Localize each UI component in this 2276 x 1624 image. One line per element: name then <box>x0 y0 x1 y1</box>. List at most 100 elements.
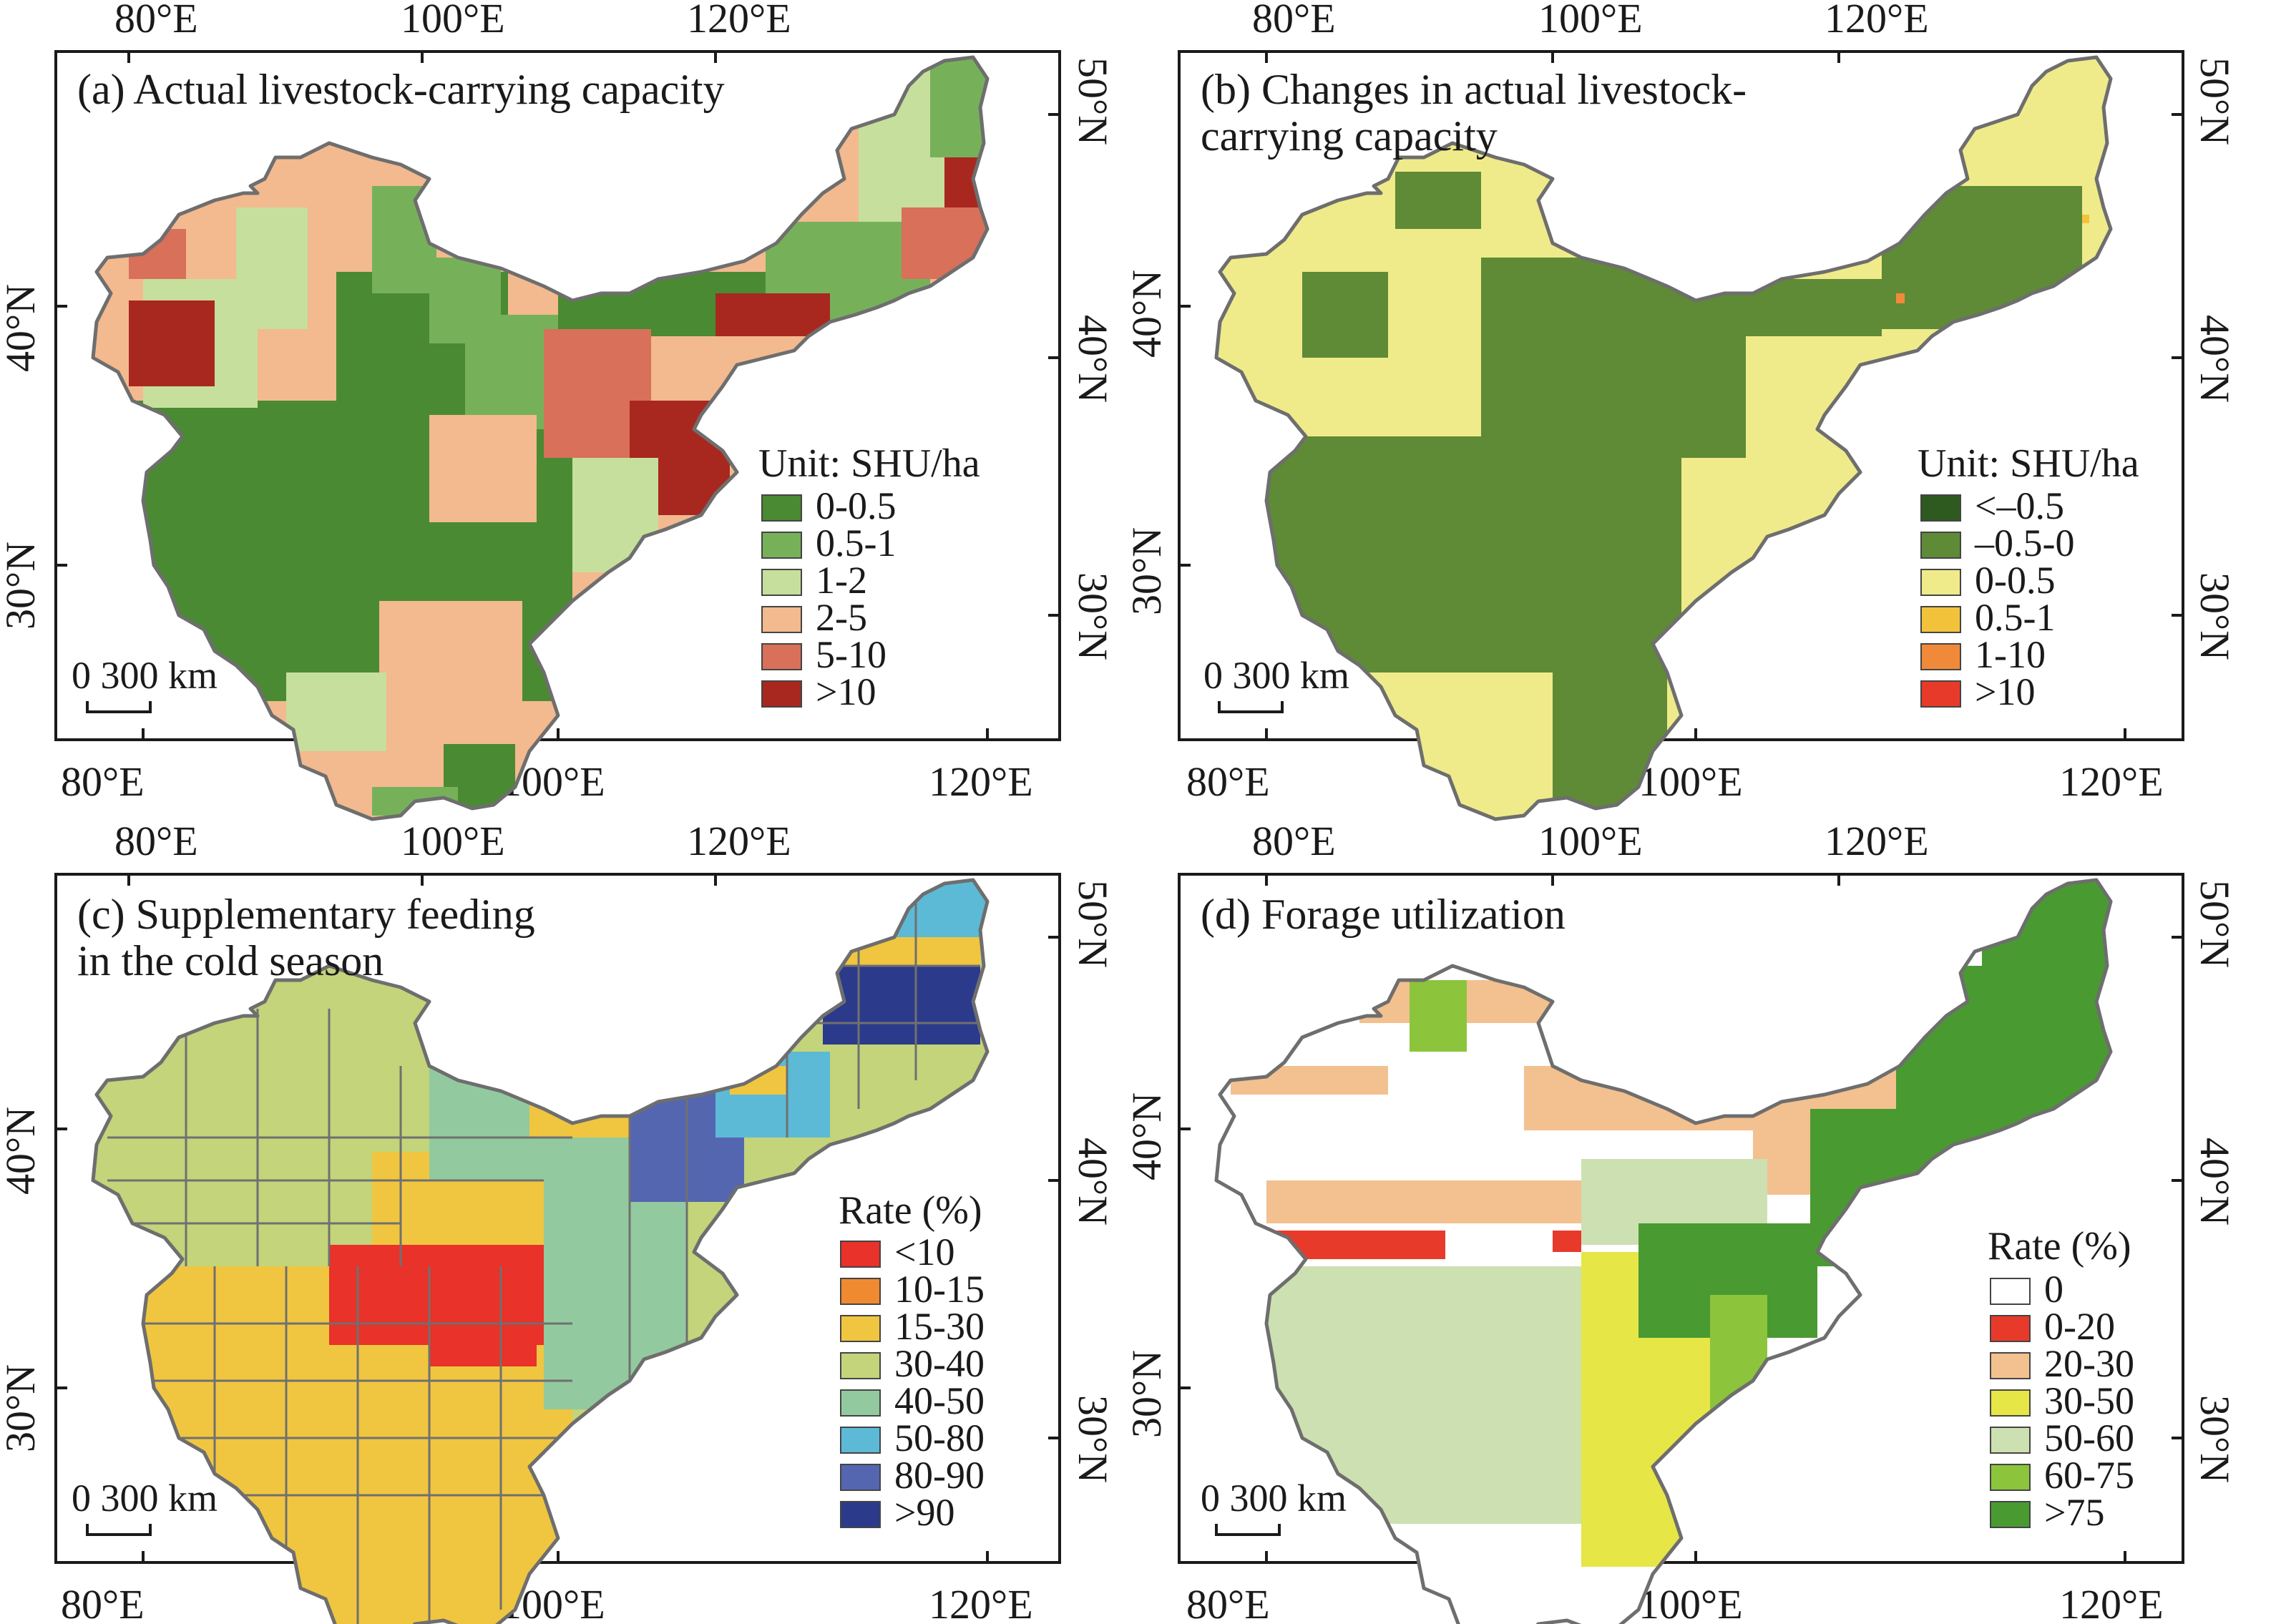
legend-swatch <box>1990 1501 2031 1528</box>
legend-swatch <box>1990 1389 2031 1417</box>
bottom-lon-label: 120°E <box>929 758 1033 805</box>
top-lon-label: 100°E <box>1538 818 1643 864</box>
bottom-lon-label: 80°E <box>1186 1581 1270 1624</box>
legend-swatch <box>1990 1278 2031 1305</box>
scale-bar <box>86 1524 152 1536</box>
bottom-lon-label: 120°E <box>2059 1581 2164 1624</box>
top-lon-label: 80°E <box>114 0 198 41</box>
left-lat-label: 30°N <box>0 542 44 630</box>
legend-swatch <box>840 1241 881 1268</box>
legend-label: 1-2 <box>816 559 867 602</box>
top-lon-label: 120°E <box>1825 818 1929 864</box>
legend-label: 0.5-1 <box>1975 596 2055 639</box>
legend-label: 80-90 <box>894 1454 985 1497</box>
legend: <10 10-15 15-30 30-40 40-50 50-80 80-90 … <box>840 1231 985 1534</box>
left-lat-label: 30°N <box>1123 527 1170 615</box>
right-lat-label: 40°N <box>1070 315 1116 403</box>
legend-label: 20-30 <box>2044 1342 2134 1385</box>
bottom-lon-label: 80°E <box>61 758 145 805</box>
bottom-lon-label: 100°E <box>1638 758 1743 805</box>
scale-bar-label: 0 300 km <box>1203 654 1349 697</box>
panel-title: in the cold season <box>77 937 384 984</box>
panel-title: (c) Supplementary feeding <box>77 891 535 938</box>
legend-swatch <box>761 643 802 670</box>
right-lat-label: 40°N <box>2192 1138 2238 1226</box>
legend: 0-0.5 0.5-1 1-2 2-5 5-10 >10 <box>761 484 896 713</box>
legend-label: 30-40 <box>894 1342 985 1385</box>
panel-title: (a) Actual livestock-carrying capacity <box>77 66 725 113</box>
frame-ticks <box>56 52 1060 740</box>
right-lat-label: 30°N <box>2192 572 2238 660</box>
legend-swatch <box>1920 606 1961 633</box>
panel-a: 80°E 100°E 120°E 80°E 100°E 120°E 40°N 3… <box>0 0 1116 819</box>
panel-c: 80°E 100°E 120°E 80°E 100°E 120°E 40°N 3… <box>0 818 1116 1624</box>
legend-label: 5-10 <box>816 633 887 676</box>
scale-bar <box>86 701 152 713</box>
legend-swatch <box>761 532 802 559</box>
legend-label: –0.5-0 <box>1974 522 2074 564</box>
top-lon-label: 80°E <box>1252 818 1336 864</box>
panel-d: 80°E 100°E 120°E 80°E 100°E 120°E 40°N 3… <box>1123 818 2238 1624</box>
right-lat-label: 30°N <box>2192 1395 2238 1483</box>
legend-swatch <box>1990 1427 2031 1454</box>
right-lat-label: 40°N <box>1070 1138 1116 1226</box>
legend-swatch <box>840 1427 881 1454</box>
panel-title: (b) Changes in actual livestock- <box>1201 66 1747 113</box>
legend-swatch <box>1920 532 1961 559</box>
legend-label: 60-75 <box>2044 1454 2134 1497</box>
legend: 0 0-20 20-30 30-50 50-60 60-75 >75 <box>1990 1268 2134 1534</box>
legend-swatch <box>840 1352 881 1379</box>
right-lat-label: 50°N <box>1070 880 1116 968</box>
map-region <box>93 57 995 819</box>
right-lat-label: 50°N <box>1070 57 1116 145</box>
legend-label: 0 <box>2044 1268 2063 1311</box>
legend-label: >75 <box>2044 1491 2104 1534</box>
legend: <–0.5 –0.5-0 0-0.5 0.5-1 1-10 >10 <box>1920 484 2074 713</box>
left-lat-label: 40°N <box>0 1107 44 1195</box>
legend-label: <–0.5 <box>1975 484 2064 527</box>
scale-bar <box>1218 701 1284 713</box>
top-lon-label: 120°E <box>687 818 791 864</box>
bottom-lon-label: 80°E <box>1186 758 1270 805</box>
legend-swatch <box>1990 1315 2031 1342</box>
legend-label: >90 <box>894 1491 954 1534</box>
right-lat-label: 30°N <box>1070 572 1116 660</box>
legend-swatch <box>840 1315 881 1342</box>
top-lon-label: 100°E <box>401 0 505 41</box>
legend-label: 50-60 <box>2044 1417 2134 1459</box>
left-lat-label: 40°N <box>1123 1092 1170 1180</box>
top-lon-label: 100°E <box>1538 0 1643 41</box>
legend-swatch <box>1920 494 1961 522</box>
left-lat-label: 30°N <box>0 1364 44 1452</box>
legend-title: Rate (%) <box>839 1188 982 1233</box>
top-lon-label: 120°E <box>687 0 791 41</box>
right-lat-label: 50°N <box>2192 57 2238 145</box>
legend-label: 10-15 <box>894 1268 985 1311</box>
legend-swatch <box>840 1464 881 1491</box>
legend-label: 0.5-1 <box>816 522 896 564</box>
legend-title: Unit: SHU/ha <box>1918 441 2139 486</box>
frame-ticks <box>56 874 1060 1562</box>
bottom-lon-label: 100°E <box>1638 1581 1743 1624</box>
legend-label: >10 <box>816 670 876 713</box>
top-lon-label: 80°E <box>1252 0 1336 41</box>
bottom-lon-label: 80°E <box>61 1581 145 1624</box>
scale-bar <box>1215 1524 1281 1536</box>
legend-swatch <box>840 1389 881 1417</box>
legend-label: 2-5 <box>816 596 867 639</box>
frame-ticks <box>1179 52 2183 740</box>
legend-label: 0-0.5 <box>816 484 896 527</box>
top-lon-label: 120°E <box>1825 0 1929 41</box>
legend-label: 40-50 <box>894 1379 985 1422</box>
left-lat-label: 30°N <box>1123 1350 1170 1438</box>
right-lat-label: 40°N <box>2192 315 2238 403</box>
legend-swatch <box>761 606 802 633</box>
bottom-lon-label: 120°E <box>2059 758 2164 805</box>
legend-label: 0-20 <box>2044 1305 2115 1348</box>
panel-b: 80°E 100°E 120°E 80°E 100°E 120°E 40°N 3… <box>1123 0 2238 819</box>
legend-swatch <box>1990 1464 2031 1491</box>
bottom-lon-label: 120°E <box>929 1581 1033 1624</box>
scale-bar-label: 0 300 km <box>1201 1477 1347 1520</box>
legend-title: Rate (%) <box>1988 1224 2131 1268</box>
